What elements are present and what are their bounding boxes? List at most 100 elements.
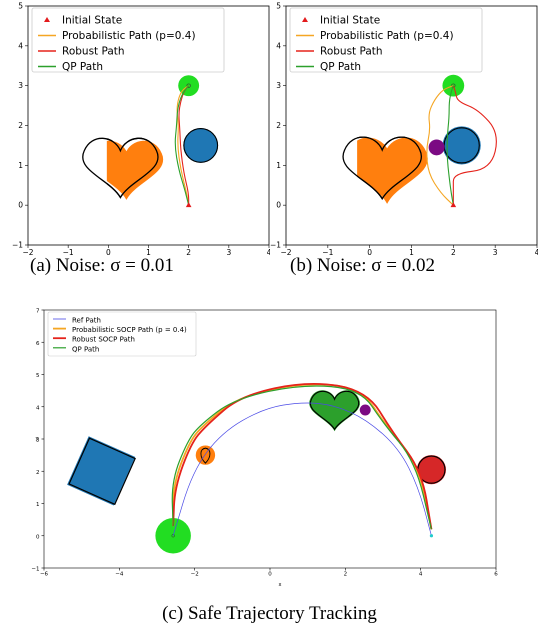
x-tick-label: 1 — [409, 248, 414, 255]
start-marker — [171, 534, 175, 538]
initial-state-marker — [185, 202, 192, 208]
heart-obstacle-outline — [82, 137, 159, 199]
legend-label: Initial State — [320, 15, 380, 27]
y-tick-label: 4 — [276, 41, 281, 50]
legend-label: Initial State — [62, 15, 122, 27]
red-obstacle — [416, 455, 446, 485]
caption-a: (a) Noise: σ = 0.01 — [30, 255, 174, 276]
x-tick-label: 2 — [344, 572, 348, 578]
path-qp — [171, 385, 433, 530]
x-axis-label: x — [279, 582, 282, 588]
y-tick-label: 5 — [276, 2, 281, 11]
x-tick-label: 2 — [186, 248, 191, 255]
x-tick-label: −2 — [22, 248, 33, 255]
legend-label: QP Path — [320, 61, 361, 73]
x-tick-label: −2 — [280, 248, 291, 255]
y-tick-label: 2 — [18, 121, 23, 130]
legend-label: Ref Path — [72, 317, 101, 325]
heart-obstacle-outline — [342, 136, 423, 200]
tick-labels-c: −6 −4 −2 0 2 4 6 −1 0 1 2 3 4 5 6 7 — [31, 309, 498, 578]
y-tick-label: 5 — [18, 2, 23, 11]
initial-state-marker — [450, 202, 457, 208]
goal-marker — [186, 83, 191, 88]
heart-obstacle-green — [309, 390, 360, 432]
legend-label: QP Path — [62, 61, 103, 73]
paths-b — [426, 85, 497, 208]
heart-mask — [335, 129, 358, 205]
legend-marker — [44, 17, 50, 22]
y-tick-label: 0 — [18, 201, 23, 210]
x-tick-label: 6 — [494, 572, 498, 578]
x-tick-label: 3 — [493, 248, 498, 255]
legend-label: Probabilistic Path (p=0.4) — [62, 30, 196, 42]
y-tick-label: 2 — [276, 121, 281, 130]
y-tick-label: 1 — [36, 502, 40, 508]
x-tick-label: 4 — [419, 572, 423, 578]
heart-obstacle-green-outline — [309, 390, 360, 431]
circle-obstacle-outline — [183, 127, 219, 163]
small-orange-outline — [200, 447, 211, 464]
x-tick-label: −4 — [115, 572, 124, 578]
chart-c: −6 −4 −2 0 2 4 6 −1 0 1 2 3 4 5 6 7 x y Ref PathProbabi… — [31, 309, 498, 589]
goal-region — [442, 74, 465, 97]
legend-label: Robust Path — [62, 46, 125, 58]
paths-c — [171, 382, 434, 538]
y-tick-label: 4 — [18, 41, 23, 50]
x-tick-label: −1 — [63, 248, 74, 255]
x-tick-label: −1 — [322, 248, 333, 255]
legend-label: Probabilistic Path (p=0.4) — [320, 30, 454, 42]
obstacles-b — [335, 74, 481, 205]
x-tick-label: −2 — [191, 572, 199, 578]
y-tick-label: 2 — [36, 470, 40, 476]
y-tick-label: 3 — [36, 438, 40, 444]
caption-c: (c) Safe Trajectory Tracking — [162, 603, 377, 624]
x-tick-label: 0 — [268, 572, 272, 578]
y-tick-label: 1 — [18, 161, 23, 170]
y-axis-label: y — [36, 436, 39, 442]
legend-label: QP Path — [72, 345, 99, 353]
path-qp — [446, 85, 454, 206]
path-probabilistic — [426, 85, 454, 206]
y-tick-label: 3 — [276, 81, 281, 90]
y-tick-label: −1 — [270, 241, 281, 250]
y-tick-label: 3 — [18, 81, 23, 90]
square-obstacle-outline — [68, 437, 136, 506]
x-tick-label: 3 — [226, 248, 231, 255]
legend-b: Initial State Probabilistic Path (p=0.4) R… — [289, 7, 483, 73]
paths-a — [174, 85, 192, 208]
obstacles-a — [78, 75, 219, 204]
legend-marker — [302, 17, 308, 22]
y-tick-label: 4 — [36, 405, 40, 411]
x-tick-label: 0 — [106, 248, 111, 255]
path-robust — [452, 85, 497, 206]
path-probabilistic — [176, 85, 190, 206]
path-qp — [174, 85, 190, 206]
y-tick-label: 0 — [36, 534, 40, 540]
legend-label: Robust SOCP Path — [72, 336, 135, 344]
circle-obstacle — [442, 126, 481, 165]
x-tick-label: 1 — [146, 248, 151, 255]
square-obstacle-fill — [67, 436, 136, 506]
caption-b: (b) Noise: σ = 0.02 — [290, 255, 435, 276]
legend-label: Probabilistic SOCP Path (p = 0.4) — [72, 326, 187, 334]
obstacles-c — [67, 390, 446, 554]
path-ref — [172, 402, 432, 536]
y-tick-label: 1 — [276, 161, 281, 170]
y-tick-label: 7 — [36, 309, 40, 315]
y-tick-label: 5 — [36, 373, 40, 379]
y-tick-label: 0 — [276, 201, 281, 210]
end-marker — [429, 534, 434, 538]
x-tick-label: 2 — [451, 248, 456, 255]
circle-obstacle — [183, 128, 219, 163]
goal-region — [178, 75, 200, 97]
square-obstacle — [67, 436, 136, 506]
y-tick-label: −1 — [12, 241, 23, 250]
goal-marker — [451, 83, 456, 88]
legend-a: Initial State Probabilistic Path (p=0.4) R… — [31, 7, 225, 73]
x-tick-label: 4 — [535, 248, 538, 255]
